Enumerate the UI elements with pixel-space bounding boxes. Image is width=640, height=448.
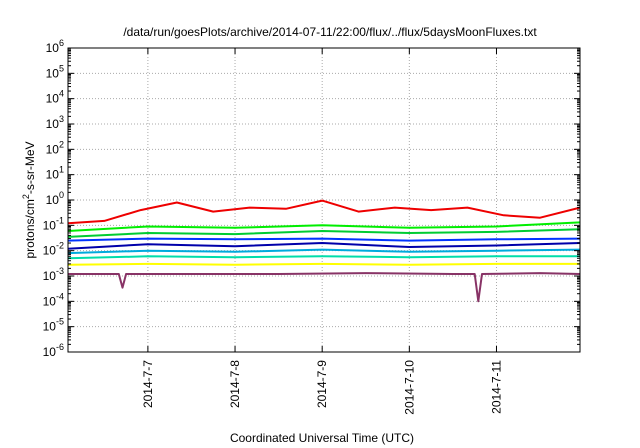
- x-axis: 2014-7-7 2014-7-8 2014-7-9 2014-7-10 2014-7-…: [141, 48, 503, 415]
- y-axis-label-suffix: -s-sr-MeV: [23, 141, 37, 194]
- series-line-7: [67, 255, 580, 260]
- x-tick-label: 2014-7-8: [228, 360, 242, 408]
- y-tick-label: 10-2: [43, 241, 64, 258]
- series-line-1: [67, 199, 581, 225]
- y-tick-label: 103: [46, 114, 64, 131]
- series-line-5: [67, 242, 581, 250]
- series-line-6: [67, 248, 581, 255]
- y-tick-label: 102: [46, 139, 64, 156]
- series-line-9: [68, 272, 581, 303]
- y-axis-label-prefix: protons/cm: [23, 199, 37, 258]
- series-line-2: [67, 221, 581, 232]
- series-line-3: [67, 228, 581, 238]
- y-tick-label: 10-6: [43, 342, 64, 359]
- series-layer: [67, 199, 581, 303]
- y-tick-label: 10-1: [43, 215, 64, 232]
- y-axis-label-sup: 2: [21, 194, 31, 199]
- y-tick-label: 101: [46, 165, 64, 182]
- y-tick-label: 105: [46, 63, 64, 80]
- y-tick-label: 10-5: [43, 317, 64, 334]
- grid: [68, 48, 580, 352]
- chart-title: /data/run/goesPlots/archive/2014-07-11/2…: [123, 25, 537, 39]
- x-tick-label: 2014-7-7: [141, 360, 155, 408]
- y-tick-label: 100: [46, 190, 64, 207]
- y-tick-label: 10-3: [43, 266, 64, 283]
- series-line-8: [67, 262, 580, 266]
- y-axis-label: protons/cm2-s-sr-MeV: [21, 141, 37, 258]
- y-tick-label: 106: [46, 38, 64, 55]
- y-tick-label: 10-4: [43, 291, 64, 308]
- series-line-4: [67, 237, 581, 242]
- x-tick-label: 2014-7-9: [315, 360, 329, 408]
- x-tick-label: 2014-7-10: [402, 360, 416, 415]
- x-tick-label: 2014-7-11: [489, 360, 503, 414]
- y-axis: 10-6 10-5 10-4 10-3 10-2 10-1 100 101 102 103 104 1…: [43, 38, 580, 359]
- x-axis-label: Coordinated Universal Time (UTC): [230, 431, 414, 445]
- y-tick-label: 104: [46, 89, 64, 106]
